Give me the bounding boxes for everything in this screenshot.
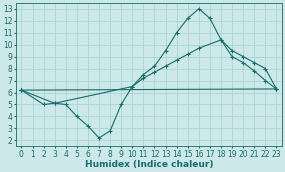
X-axis label: Humidex (Indice chaleur): Humidex (Indice chaleur) xyxy=(85,160,213,169)
